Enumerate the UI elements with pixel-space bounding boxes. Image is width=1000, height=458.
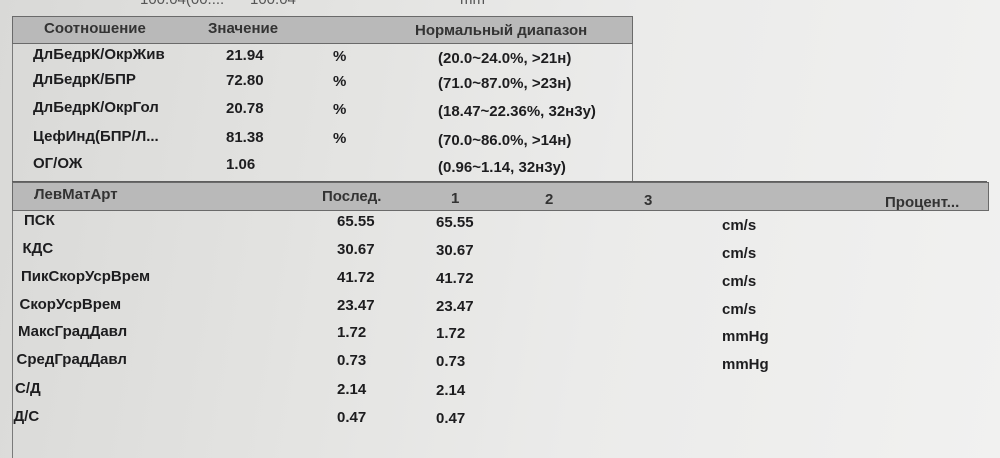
lma-header-percent: Процент...	[885, 194, 960, 211]
ratio-row-unit: %	[333, 73, 347, 90]
lma-row-col1: 65.55	[436, 214, 474, 231]
lma-row-last: 0.73	[337, 352, 367, 369]
lma-row-name: ПикСкорУсрВрем	[21, 268, 151, 285]
ratio-row-name: ДлБедрК/БПР	[33, 71, 136, 88]
ratio-header-range: Нормальный диапазон	[415, 22, 588, 39]
ratio-row-unit: %	[333, 48, 347, 65]
lma-header-col3: 3	[644, 192, 653, 209]
lma-row-name: С/Д	[15, 380, 41, 397]
lma-header-col1: 1	[451, 190, 460, 207]
lma-header	[12, 182, 989, 211]
ratio-row-unit: %	[333, 130, 347, 147]
lma-row-name: КДС	[22, 240, 54, 257]
lma-row-unit: cm/s	[722, 301, 757, 318]
lma-row-last: 23.47	[337, 297, 375, 314]
lma-row-name: Д/С	[13, 408, 40, 425]
lma-row-name: ПСК	[24, 212, 55, 229]
lma-row-col1: 30.67	[436, 242, 474, 259]
lma-row-col1: 0.73	[436, 353, 466, 370]
lma-table	[12, 182, 988, 458]
ratio-row-range: (70.0~86.0%, >14н)	[438, 132, 572, 149]
ratio-header	[12, 16, 633, 44]
ratio-row-value: 21.94	[226, 47, 264, 64]
lma-row-last: 0.47	[337, 409, 367, 426]
lma-row-col1: 2.14	[436, 382, 466, 399]
ratio-row-range: (0.96~1.14, 32н3у)	[438, 159, 566, 176]
lma-row-unit: mmHg	[722, 356, 769, 373]
ratio-row-value: 20.78	[226, 100, 264, 117]
lma-row-unit: cm/s	[722, 273, 757, 290]
ratio-row-range: (18.47~22.36%, 32н3у)	[438, 103, 596, 120]
lma-header-last: Послед.	[322, 188, 382, 205]
lma-row-col1: 1.72	[436, 325, 466, 342]
ratio-table	[12, 16, 633, 184]
lma-row-last: 30.67	[337, 241, 375, 258]
lma-row-last: 1.72	[337, 324, 367, 341]
ratio-row-value: 81.38	[226, 129, 264, 146]
lma-row-last: 65.55	[337, 213, 375, 230]
lma-row-last: 2.14	[337, 381, 367, 398]
ratio-row-unit: %	[333, 101, 347, 118]
lma-row-unit: mmHg	[722, 328, 769, 345]
lma-header-name: ЛевМатАрт	[34, 186, 118, 203]
top-partial-unit: mm	[460, 0, 485, 8]
ratio-row-value: 72.80	[226, 72, 264, 89]
lma-row-col1: 23.47	[436, 298, 474, 315]
ratio-row-value: 1.06	[226, 156, 256, 173]
ratio-row-name: ОГ/ОЖ	[33, 155, 83, 172]
lma-header-col2: 2	[545, 191, 554, 208]
lma-row-col1: 0.47	[436, 410, 466, 427]
ratio-row-name: ЦефИнд(БПР/Л...	[33, 128, 159, 145]
lma-row-last: 41.72	[337, 269, 375, 286]
ratio-row-name: ДлБедрК/ОкрГол	[33, 99, 159, 116]
ratio-header-value: Значение	[208, 20, 279, 37]
ratio-row-range: (71.0~87.0%, >23н)	[438, 75, 572, 92]
ratio-row-name: ДлБедрК/ОкрЖив	[33, 46, 165, 63]
lma-row-name: СредГрадДавл	[16, 351, 127, 368]
lma-row-name: МаксГрадДавл	[18, 323, 128, 340]
lma-row-col1: 41.72	[436, 270, 474, 287]
top-partial-col2: 100.04	[250, 0, 296, 8]
lma-row-name: СкорУсрВрем	[19, 296, 122, 313]
ratio-row-range: (20.0~24.0%, >21н)	[438, 50, 572, 67]
lma-row-unit: cm/s	[722, 245, 757, 262]
lma-row-unit: cm/s	[722, 217, 757, 234]
top-partial-col1: 100.04(00....	[140, 0, 224, 8]
ratio-header-name: Соотношение	[44, 20, 146, 37]
